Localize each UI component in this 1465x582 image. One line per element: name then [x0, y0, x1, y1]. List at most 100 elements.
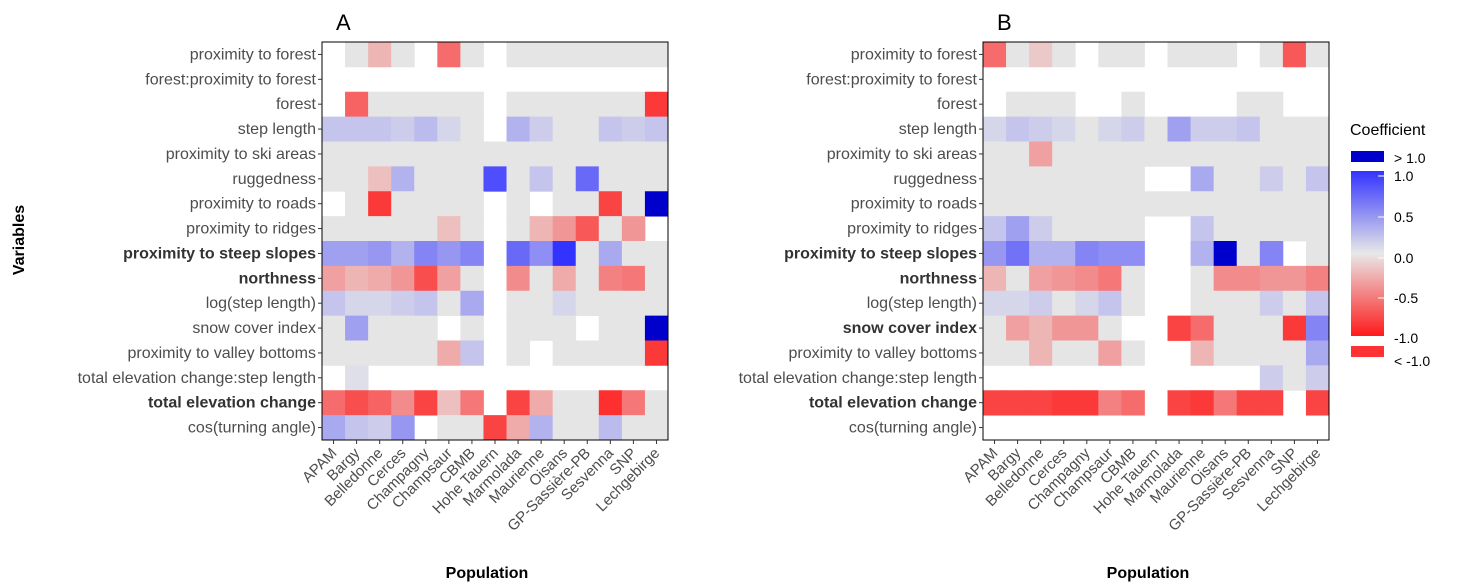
heatmap-cell [552, 116, 577, 142]
heatmap-cell [437, 390, 461, 416]
heatmap-cell [1098, 340, 1122, 366]
heatmap-cell [1121, 216, 1145, 242]
heatmap-cell [529, 116, 554, 142]
heatmap-cell [1213, 241, 1238, 267]
heatmap-cell [483, 141, 507, 167]
heatmap-cell [1121, 42, 1145, 68]
y-tick-label: proximity to ridges [186, 221, 316, 238]
heatmap-cell [368, 191, 392, 217]
heatmap-cell [1282, 365, 1307, 391]
heatmap-cell [1098, 315, 1122, 341]
heatmap-cell [1006, 241, 1030, 267]
heatmap-cell [1236, 241, 1261, 267]
y-tick-label: forest:proximity to forest [806, 71, 977, 88]
heatmap-cell [1259, 216, 1284, 242]
heatmap-cell [983, 191, 1007, 217]
heatmap-cell [391, 216, 415, 242]
heatmap-cell [1259, 42, 1284, 68]
heatmap-cell [983, 390, 1007, 416]
heatmap-cell [1006, 340, 1030, 366]
heatmap-cell [1121, 116, 1145, 142]
heatmap-cell [345, 191, 369, 217]
heatmap-cell [983, 241, 1007, 267]
y-tick-label: step length [899, 121, 977, 138]
heatmap-cell [414, 141, 438, 167]
y-tick-label: proximity to roads [851, 196, 977, 213]
y-tick-label: northness [239, 270, 316, 287]
heatmap-cell [345, 315, 369, 341]
heatmap-cell [1029, 290, 1053, 317]
heatmap-cell [1075, 290, 1099, 317]
heatmap-cell [1190, 315, 1215, 341]
heatmap-cell [529, 390, 554, 416]
heatmap-cell [1190, 116, 1215, 142]
y-tick-label: log(step length) [867, 295, 977, 312]
heatmap-cell [1006, 216, 1030, 242]
heatmap-cell [552, 265, 577, 292]
heatmap-cell [345, 365, 369, 391]
heatmap-cell [621, 340, 646, 366]
heatmap-cell [1098, 216, 1122, 242]
heatmap-cell [1006, 141, 1030, 167]
heatmap-cell [1213, 390, 1238, 416]
heatmap-cell [1282, 42, 1307, 68]
y-axis-title: Variables [11, 205, 28, 275]
heatmap-cell [983, 315, 1007, 341]
heatmap-cell [437, 290, 461, 317]
heatmap-cell [322, 265, 346, 292]
heatmap-cell [644, 415, 669, 441]
heatmap-cell [575, 42, 600, 68]
heatmap-cell [1282, 116, 1307, 142]
y-tick-label: proximity to valley bottoms [788, 345, 977, 362]
heatmap-cell [414, 91, 438, 118]
heatmap-cell [1029, 340, 1053, 366]
y-tick-label: proximity to steep slopes [123, 245, 316, 262]
heatmap-cell [1259, 390, 1284, 416]
heatmap-cell [644, 241, 669, 267]
heatmap-cell [621, 42, 646, 68]
heatmap-cell [598, 265, 623, 292]
heatmap-cell [368, 91, 392, 118]
heatmap-cell [1029, 141, 1053, 167]
heatmap-cell [437, 191, 461, 217]
heatmap-cell [460, 290, 484, 317]
heatmap-cell [1006, 42, 1030, 68]
heatmap-cell [1121, 166, 1145, 192]
heatmap-cell [345, 390, 369, 416]
heatmap-cell [575, 166, 600, 192]
heatmap-cell [368, 216, 392, 242]
heatmap-cell [1213, 191, 1238, 217]
y-tick-label: step length [238, 121, 316, 138]
heatmap-cell [437, 141, 461, 167]
heatmap-cell [621, 390, 646, 416]
heatmap-cell [460, 265, 484, 292]
y-tick-label: cos(turning angle) [849, 420, 977, 437]
heatmap-cell [1167, 42, 1191, 68]
heatmap-cell [322, 415, 346, 441]
heatmap-cell [621, 216, 646, 242]
heatmap-cell [1006, 191, 1030, 217]
heatmap-cell [460, 340, 484, 366]
heatmap-cell [575, 141, 600, 167]
heatmap-cell [1121, 141, 1145, 167]
x-axis-title: Population [1107, 565, 1190, 582]
heatmap-cell [598, 415, 623, 441]
y-tick-label: total elevation change:step length [739, 370, 977, 387]
heatmap-cell [644, 116, 669, 142]
heatmap-cell [1075, 265, 1099, 292]
heatmap-cell [391, 91, 415, 118]
heatmap-cell [644, 290, 669, 317]
heatmap-cell [552, 241, 577, 267]
heatmap-cell [644, 390, 669, 416]
heatmap-cell [506, 166, 530, 192]
heatmap-cell [1029, 390, 1053, 416]
heatmap-cell [983, 116, 1007, 142]
heatmap-cell [1052, 265, 1076, 292]
heatmap-cell [391, 315, 415, 341]
heatmap-cell [1075, 216, 1099, 242]
heatmap-cell [391, 42, 415, 68]
heatmap-cell [1236, 265, 1261, 292]
heatmap-cell [1305, 265, 1330, 292]
heatmap-cell [1259, 315, 1284, 341]
